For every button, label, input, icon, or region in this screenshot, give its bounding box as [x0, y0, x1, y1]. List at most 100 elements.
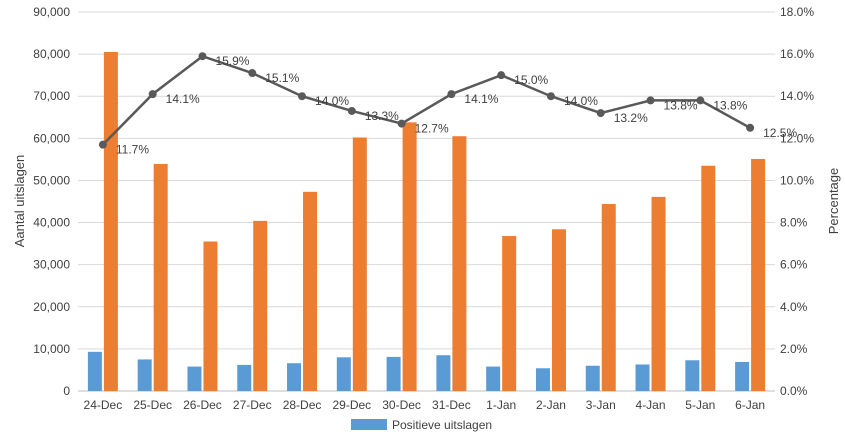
bar-total: [352, 137, 367, 391]
percentage-polyline: [102, 54, 751, 146]
bar-positive: [585, 365, 600, 391]
y-tick-label: 0: [63, 384, 70, 398]
x-tick-label: 5-Jan: [685, 398, 715, 412]
line-point: [298, 92, 307, 101]
x-tick-label: 27-Dec: [233, 398, 272, 412]
bar-positive: [635, 364, 650, 391]
data-label: 13.2%: [614, 111, 648, 125]
y2-tick-label: 6.0%: [780, 258, 808, 272]
y-tick-label: 90,000: [33, 5, 70, 19]
x-tick-label: 31-Dec: [432, 398, 471, 412]
y2-tick-label: 8.0%: [780, 216, 808, 230]
line-point: [447, 90, 456, 99]
line-point: [546, 92, 555, 101]
x-tick-label: 4-Jan: [636, 398, 666, 412]
bar-positive: [237, 364, 252, 391]
x-tick-label: 26-Dec: [183, 398, 222, 412]
x-tick-label: 28-Dec: [283, 398, 322, 412]
positive-results-bars: [87, 351, 750, 391]
y-tick-label: 40,000: [33, 216, 70, 230]
bar-positive: [287, 363, 302, 391]
gridlines: [78, 11, 775, 392]
x-tick-label: 2-Jan: [536, 398, 566, 412]
line-point: [98, 140, 107, 149]
data-label: 12.7%: [415, 122, 449, 136]
line-point: [347, 106, 356, 115]
line-point: [397, 119, 406, 128]
data-label: 15.0%: [514, 73, 548, 87]
y2-tick-label: 0.0%: [780, 384, 808, 398]
y2-tick-label: 2.0%: [780, 342, 808, 356]
bar-total: [303, 191, 318, 391]
bar-positive: [87, 351, 102, 391]
data-label: 15.9%: [215, 54, 249, 68]
bar-total: [751, 158, 766, 391]
line-point: [596, 109, 605, 118]
bar-positive: [386, 356, 401, 391]
data-label: 13.8%: [664, 98, 698, 112]
bar-positive: [187, 366, 202, 391]
bar-total: [402, 122, 417, 391]
y2-tick-label: 12.0%: [780, 131, 814, 145]
y-tick-label: 20,000: [33, 300, 70, 314]
y-tick-label: 10,000: [33, 342, 70, 356]
y2-tick-label: 4.0%: [780, 300, 808, 314]
legend-swatch: [351, 419, 387, 430]
y2-tick-label: 18.0%: [780, 5, 814, 19]
line-point: [696, 96, 705, 105]
x-tick-label: 1-Jan: [486, 398, 516, 412]
line-point: [497, 71, 506, 80]
legend: Positieve uitslagen: [351, 418, 492, 432]
bar-total: [103, 52, 118, 391]
legend-label: Positieve uitslagen: [392, 418, 492, 432]
data-label: 12.5%: [763, 126, 797, 140]
data-label: 13.8%: [713, 98, 747, 112]
bar-total: [601, 204, 616, 391]
x-axis-ticks: 24-Dec 25-Dec 26-Dec 27-Dec 28-Dec 29-Dec 30-D…: [84, 398, 766, 412]
bar-positive: [486, 366, 501, 391]
x-tick-label: 25-Dec: [133, 398, 172, 412]
bar-total: [203, 241, 218, 391]
y-tick-label: 70,000: [33, 89, 70, 103]
y2-tick-label: 16.0%: [780, 47, 814, 61]
data-label: 14.0%: [564, 94, 598, 108]
bar-positive: [685, 360, 700, 391]
bar-total: [701, 165, 716, 391]
data-label: 11.7%: [116, 143, 149, 157]
bar-total: [253, 220, 268, 391]
data-label: 15.1%: [265, 71, 299, 85]
y-tick-label: 60,000: [33, 131, 70, 145]
data-label: 14.0%: [315, 94, 349, 108]
bar-positive: [336, 357, 351, 391]
bar-positive: [535, 368, 550, 391]
y2-tick-label: 10.0%: [780, 173, 814, 187]
percentage-line: 11.7% 14.1% 15.9% 15.1% 14.0% 13.3% 12.7% 14.1%…: [98, 52, 797, 157]
bar-total: [502, 236, 517, 391]
data-label: 13.3%: [365, 109, 399, 123]
x-tick-label: 6-Jan: [735, 398, 765, 412]
bar-total: [651, 196, 666, 391]
bar-total: [452, 136, 467, 391]
data-label: 14.1%: [464, 92, 498, 106]
bar-positive: [735, 361, 750, 391]
x-tick-label: 29-Dec: [332, 398, 371, 412]
line-point: [746, 123, 755, 132]
bar-total: [551, 229, 566, 391]
data-label: 14.1%: [166, 92, 200, 106]
bar-total: [153, 164, 168, 391]
x-tick-label: 24-Dec: [84, 398, 123, 412]
right-axis-ticks: 0.0% 2.0% 4.0% 6.0% 8.0% 10.0% 12.0% 14.0% 16.0%…: [780, 5, 814, 398]
bar-positive: [137, 359, 152, 391]
bar-positive: [436, 355, 451, 391]
line-point: [248, 69, 257, 78]
y-tick-label: 30,000: [33, 258, 70, 272]
y2-axis-label: Percentage: [826, 168, 841, 235]
y-tick-label: 50,000: [33, 173, 70, 187]
y-axis-label: Aantal uitslagen: [12, 155, 27, 248]
left-axis-ticks: 0 10,000 20,000 30,000 40,000 50,000 60,000 70,…: [33, 5, 70, 398]
y2-tick-label: 14.0%: [780, 89, 814, 103]
y-tick-label: 80,000: [33, 47, 70, 61]
x-tick-label: 30-Dec: [382, 398, 421, 412]
line-point: [646, 96, 655, 105]
